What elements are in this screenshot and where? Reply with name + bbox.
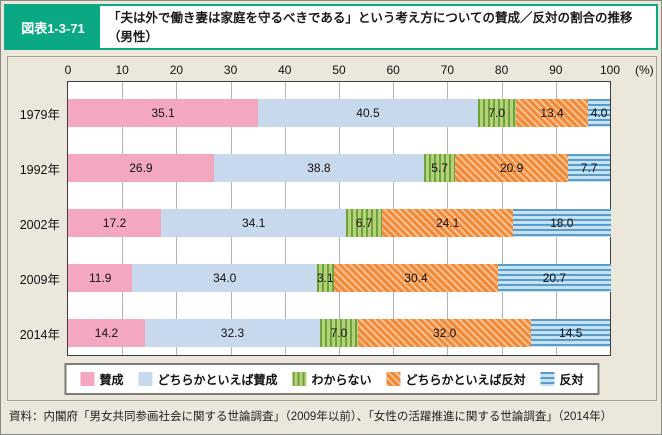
x-axis-tick-label: 70 <box>440 63 455 77</box>
x-axis-tick-label: 80 <box>494 63 509 77</box>
chart-panel: 0 10 20 30 40 50 60 70 80 90 100 (%) 1979年 1992年 200… <box>7 56 657 401</box>
bar-segment-green: 6.7 <box>346 209 383 237</box>
legend-swatch-lblue <box>138 372 153 386</box>
x-axis-tick-label: 50 <box>332 63 346 77</box>
bar-value-label: 11.9 <box>89 271 112 285</box>
bar-value-label: 40.5 <box>356 106 380 120</box>
bar-value-label: 20.9 <box>499 161 524 175</box>
bar-segment-blue: 18.0 <box>512 209 611 237</box>
bar-value-label: 7.0 <box>488 106 506 120</box>
bar-segment-lblue: 34.1 <box>161 209 347 237</box>
legend-item: どちらかといえば反対 <box>386 371 526 388</box>
bar-value-label: 34.1 <box>241 216 266 230</box>
bar-value-label: 30.4 <box>404 271 428 285</box>
bar-value-label: 7.7 <box>580 161 598 175</box>
source-note: 資料：内閣府「男女共同参画社会に関する世論調査」（2009年以前）、「女性の活躍… <box>9 411 613 423</box>
x-axis-tick-label: 60 <box>386 63 400 77</box>
bar-value-label: 5.7 <box>431 161 448 175</box>
legend-swatch-orange <box>386 372 401 386</box>
bar-row: 11.9 34.0 3.1 30.4 20.7 <box>68 264 611 292</box>
bar-segment-pink: 17.2 <box>68 209 162 237</box>
legend: 賛成 どちらかといえば賛成 わからない どちらかといえば反対 反対 <box>64 363 600 395</box>
bar-segment-lblue: 38.8 <box>213 154 425 182</box>
x-axis-tick-label: 100 <box>599 63 621 77</box>
legend-item: 反対 <box>540 371 584 388</box>
category-label: 1992年 <box>19 163 60 177</box>
bar-segment-pink: 11.9 <box>68 264 133 292</box>
bar-value-label: 24.1 <box>435 216 460 230</box>
legend-label: わからない <box>311 372 372 387</box>
bar-value-label: 32.3 <box>220 326 245 340</box>
bar-segment-pink: 14.2 <box>68 319 145 347</box>
bar-segment-blue: 7.7 <box>568 154 610 182</box>
bar-value-label: 35.1 <box>151 106 175 120</box>
legend-item: どちらかといえば賛成 <box>138 371 277 388</box>
legend-item: わからない <box>292 371 372 388</box>
bar-value-label: 14.2 <box>94 326 119 340</box>
bar-segment-green: 5.7 <box>424 154 455 182</box>
bar-value-label: 13.4 <box>540 106 564 120</box>
category-label: 2002年 <box>19 218 60 232</box>
bar-segment-pink: 35.1 <box>68 99 259 127</box>
bar-segment-lblue: 40.5 <box>258 99 478 127</box>
bar-value-label: 26.9 <box>129 161 153 175</box>
figure-header: 図表1-3-71 「夫は外で働き妻は家庭を守るべきである」という考え方についての… <box>4 4 658 50</box>
x-axis-tick-label: 30 <box>223 63 238 77</box>
legend-item: 賛成 <box>80 371 123 388</box>
bar-row: 35.1 40.5 7.0 13.4 4.0 <box>68 99 610 127</box>
x-axis-tick-label: 20 <box>169 63 184 77</box>
bar-value-label: 7.0 <box>330 326 348 340</box>
figure-number-label: 図表1-3-71 <box>6 6 100 48</box>
bar-segment-green: 3.1 <box>316 264 334 292</box>
bar-value-label: 14.5 <box>559 326 583 340</box>
bar-segment-pink: 26.9 <box>68 154 214 182</box>
bar-value-label: 20.7 <box>542 271 567 285</box>
figure-title: 「夫は外で働き妻は家庭を守るべきである」という考え方についての賛成／反対の割合の… <box>100 6 656 48</box>
legend-swatch-pink <box>80 372 95 386</box>
x-axis-tick-label: 0 <box>64 63 72 77</box>
category-label: 2009年 <box>19 273 60 287</box>
bar-segment-blue: 4.0 <box>588 99 610 127</box>
bar-value-label: 4.0 <box>590 106 608 120</box>
bar-value-label: 32.0 <box>433 326 457 340</box>
bar-segment-blue: 14.5 <box>531 319 610 347</box>
bar-segment-orange: 13.4 <box>515 99 589 127</box>
bar-segment-green: 7.0 <box>320 319 358 347</box>
bar-segment-orange: 32.0 <box>357 319 532 347</box>
bar-value-label: 3.1 <box>316 271 334 285</box>
bar-value-label: 18.0 <box>550 216 574 230</box>
bar-segment-green: 7.0 <box>477 99 516 127</box>
x-axis-unit-label: (%) <box>635 63 654 77</box>
legend-swatch-blue <box>540 372 555 386</box>
bar-segment-lblue: 34.0 <box>132 264 317 292</box>
bar-segment-orange: 20.9 <box>454 154 569 182</box>
category-label: 2014年 <box>19 328 60 342</box>
x-axis-tick-label: 90 <box>549 63 563 77</box>
legend-label: 反対 <box>559 372 584 387</box>
bar-segment-orange: 30.4 <box>333 264 499 292</box>
bar-value-label: 34.0 <box>212 271 237 285</box>
bar-value-label: 17.2 <box>102 216 127 230</box>
bar-row: 17.2 34.1 6.7 24.1 18.0 <box>68 209 611 237</box>
x-axis-tick-label: 10 <box>115 63 129 77</box>
figure-title-text: 「夫は外で働き妻は家庭を守るべきである」という考え方についての賛成／反対の割合の… <box>108 11 633 44</box>
legend-label: どちらかといえば賛成 <box>157 372 278 387</box>
x-axis-tick-label: 40 <box>278 63 292 77</box>
plot-area: 35.1 40.5 7.0 13.4 4.0 26.9 38.8 5.7 20.9 7.7 17.2… <box>67 81 611 356</box>
bar-row: 26.9 38.8 5.7 20.9 7.7 <box>68 154 610 182</box>
bar-value-label: 6.7 <box>355 216 373 230</box>
legend-swatch-green <box>292 372 307 386</box>
bar-row: 14.2 32.3 7.0 32.0 14.5 <box>68 319 610 347</box>
bar-value-label: 38.8 <box>307 161 331 175</box>
bar-segment-blue: 20.7 <box>498 264 611 292</box>
legend-label: どちらかといえば反対 <box>405 372 526 387</box>
bar-segment-lblue: 32.3 <box>144 319 321 347</box>
legend-label: 賛成 <box>99 372 124 387</box>
bar-segment-orange: 24.1 <box>382 209 513 237</box>
category-label: 1979年 <box>19 108 60 122</box>
